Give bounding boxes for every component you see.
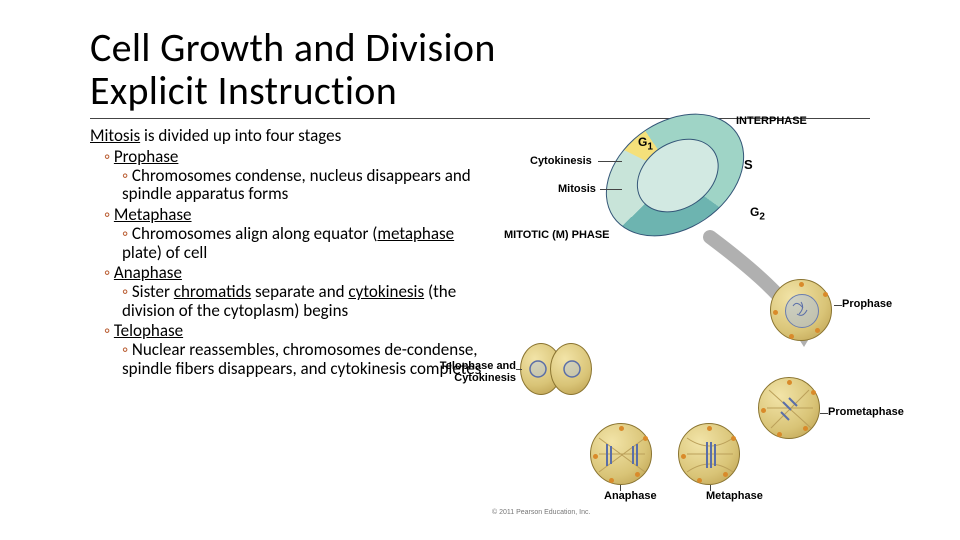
label-metaphase: Metaphase [706, 491, 763, 503]
leader-telophase [516, 369, 522, 370]
leader-prophase [834, 305, 842, 306]
intro-keyword: Mitosis [90, 125, 140, 146]
stage-1-desc: ◦ Chromosomes condense, nucleus disappea… [122, 167, 490, 204]
label-telophase: Telophase andCytokinesis [434, 361, 516, 384]
leader-prometaphase [820, 413, 828, 414]
copyright-text: © 2011 Pearson Education, Inc. [492, 509, 590, 516]
leader-anaphase [620, 485, 621, 491]
label-anaphase: Anaphase [604, 491, 657, 503]
stage-3-desc: ◦ Sister chromatids separate and cytokin… [122, 283, 490, 320]
text-column: Mitosis is divided up into four stages ◦… [90, 127, 490, 378]
title-line2: Explicit Instruction [90, 69, 870, 112]
diagram-column: INTERPHASE G1 S G2 Cytokinesis Mitosis M… [490, 127, 870, 378]
cell-anaphase [590, 423, 652, 485]
pie-label-interphase: INTERPHASE [736, 115, 807, 127]
cell-telophase [520, 343, 592, 401]
title-line1: Cell Growth and Division [90, 26, 870, 69]
cell-prophase [770, 279, 832, 341]
cell-metaphase [678, 423, 740, 485]
label-prophase: Prophase [842, 299, 892, 311]
intro-line: Mitosis is divided up into four stages [90, 127, 490, 146]
cell-prometaphase [758, 377, 820, 439]
leader-metaphase [710, 485, 711, 491]
label-prometaphase: Prometaphase [828, 407, 904, 419]
intro-rest: is divided up into four stages [140, 125, 341, 146]
stage-2-desc: ◦ Chromosomes align along equator (metap… [122, 225, 490, 262]
